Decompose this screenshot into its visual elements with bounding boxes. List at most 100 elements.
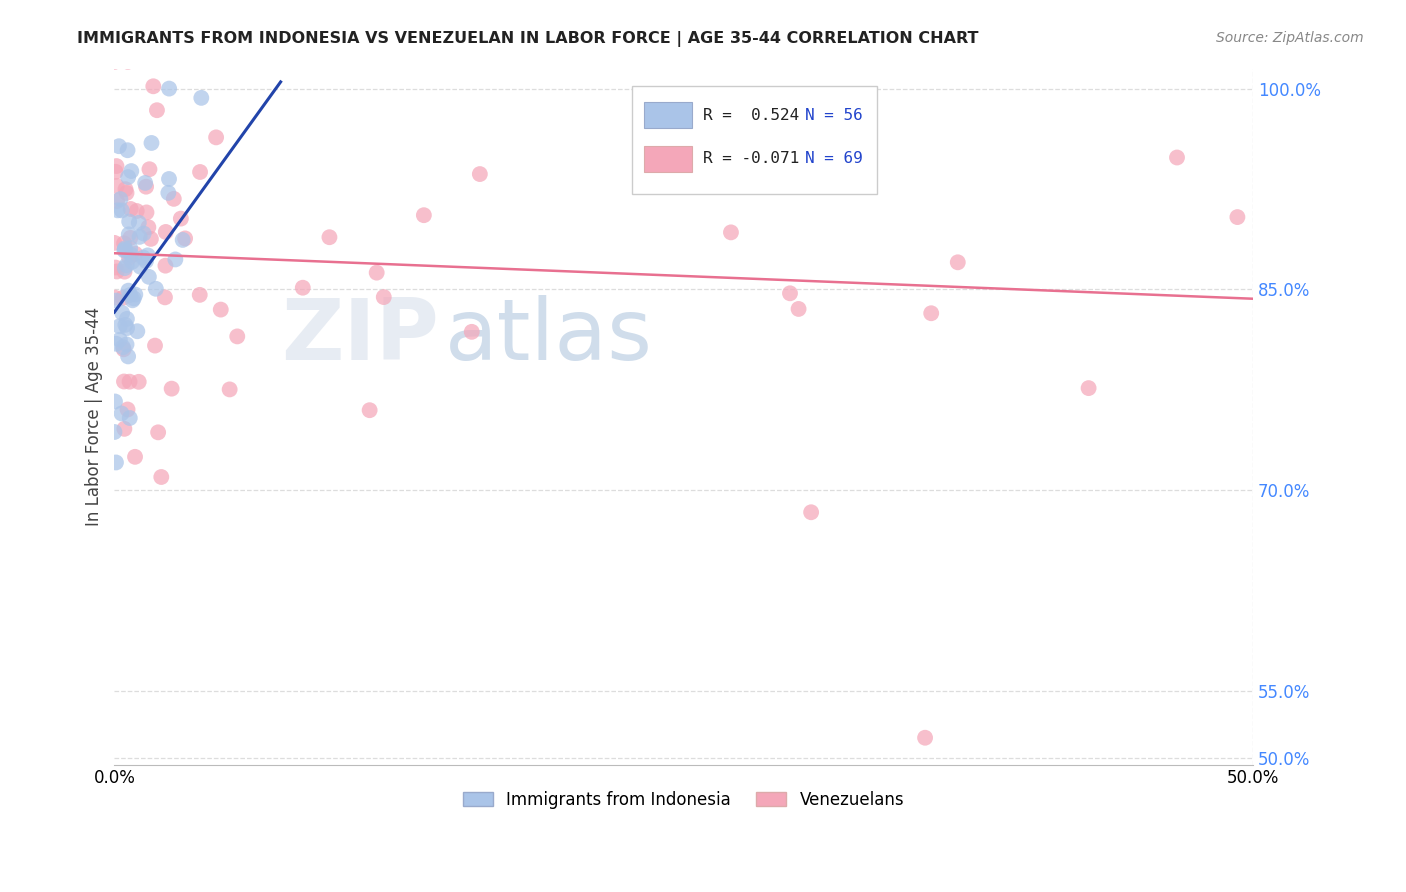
Point	[633, 167, 655, 181]
Point	[190, 91, 212, 105]
Point	[117, 170, 139, 185]
Point	[117, 143, 139, 157]
Point	[107, 203, 129, 218]
Point	[124, 450, 146, 464]
Point	[318, 230, 340, 244]
Point	[127, 324, 149, 338]
Point	[128, 230, 150, 244]
Point	[132, 227, 155, 241]
Legend: Immigrants from Indonesia, Venezuelans: Immigrants from Indonesia, Venezuelans	[457, 784, 911, 815]
Point	[1226, 210, 1249, 224]
Point	[128, 216, 150, 230]
Point	[218, 383, 240, 397]
Point	[1077, 381, 1099, 395]
Point	[120, 241, 142, 255]
Text: ZIP: ZIP	[281, 295, 439, 378]
Point	[103, 235, 125, 250]
Point	[112, 343, 135, 357]
Point	[111, 291, 134, 305]
Point	[104, 291, 127, 305]
Point	[105, 179, 128, 194]
Point	[105, 336, 128, 351]
Point	[103, 425, 125, 439]
Point	[157, 186, 180, 200]
Point	[412, 208, 434, 222]
Point	[111, 340, 134, 354]
Point	[291, 281, 314, 295]
Point	[120, 248, 142, 262]
Point	[124, 247, 146, 261]
Point	[121, 293, 143, 308]
Point	[134, 176, 156, 190]
Point	[139, 232, 162, 246]
Point	[366, 266, 388, 280]
Point	[157, 172, 180, 186]
Text: N = 56: N = 56	[806, 108, 863, 123]
Point	[110, 192, 132, 206]
Point	[117, 54, 139, 69]
Point	[114, 182, 136, 196]
Point	[115, 258, 138, 272]
Point	[800, 505, 823, 519]
Point	[114, 318, 136, 332]
Point	[105, 194, 128, 208]
Text: N = 69: N = 69	[806, 152, 863, 167]
Bar	[633, 86, 877, 194]
Point	[105, 159, 128, 173]
Point	[153, 290, 176, 304]
Bar	[644, 145, 692, 172]
Point	[155, 225, 177, 239]
Point	[108, 319, 131, 334]
Point	[135, 179, 157, 194]
Point	[138, 220, 160, 235]
Text: IMMIGRANTS FROM INDONESIA VS VENEZUELAN IN LABOR FORCE | AGE 35-44 CORRELATION C: IMMIGRANTS FROM INDONESIA VS VENEZUELAN …	[77, 31, 979, 47]
Point	[114, 243, 136, 257]
Point	[111, 306, 134, 320]
Point	[112, 422, 135, 436]
Point	[145, 282, 167, 296]
Point	[114, 261, 136, 276]
Text: Source: ZipAtlas.com: Source: ZipAtlas.com	[1216, 31, 1364, 45]
Point	[720, 226, 742, 240]
Point	[359, 403, 381, 417]
Point	[120, 288, 142, 302]
Point	[117, 284, 139, 298]
Point	[146, 425, 169, 440]
Point	[150, 470, 173, 484]
Bar	[644, 102, 692, 128]
Point	[125, 204, 148, 219]
Point	[155, 259, 177, 273]
Point	[122, 292, 145, 306]
Point	[117, 350, 139, 364]
Point	[108, 139, 131, 153]
Point	[118, 227, 141, 242]
Text: R =  0.524: R = 0.524	[703, 108, 799, 123]
Point	[114, 241, 136, 255]
Point	[205, 130, 228, 145]
Point	[129, 260, 152, 274]
Point	[146, 103, 169, 118]
Point	[188, 288, 211, 302]
Point	[115, 311, 138, 326]
Point	[118, 375, 141, 389]
Point	[920, 306, 942, 320]
Point	[779, 286, 801, 301]
Point	[174, 231, 197, 245]
Point	[209, 302, 232, 317]
Point	[132, 251, 155, 265]
Point	[124, 287, 146, 301]
Point	[163, 192, 186, 206]
Point	[373, 290, 395, 304]
Point	[914, 731, 936, 745]
Point	[120, 164, 142, 178]
Point	[115, 321, 138, 335]
Point	[121, 255, 143, 269]
Point	[138, 269, 160, 284]
Point	[142, 79, 165, 94]
Point	[120, 231, 142, 245]
Point	[461, 325, 484, 339]
Point	[105, 264, 128, 278]
Point	[226, 329, 249, 343]
Point	[135, 205, 157, 219]
Point	[112, 236, 135, 251]
